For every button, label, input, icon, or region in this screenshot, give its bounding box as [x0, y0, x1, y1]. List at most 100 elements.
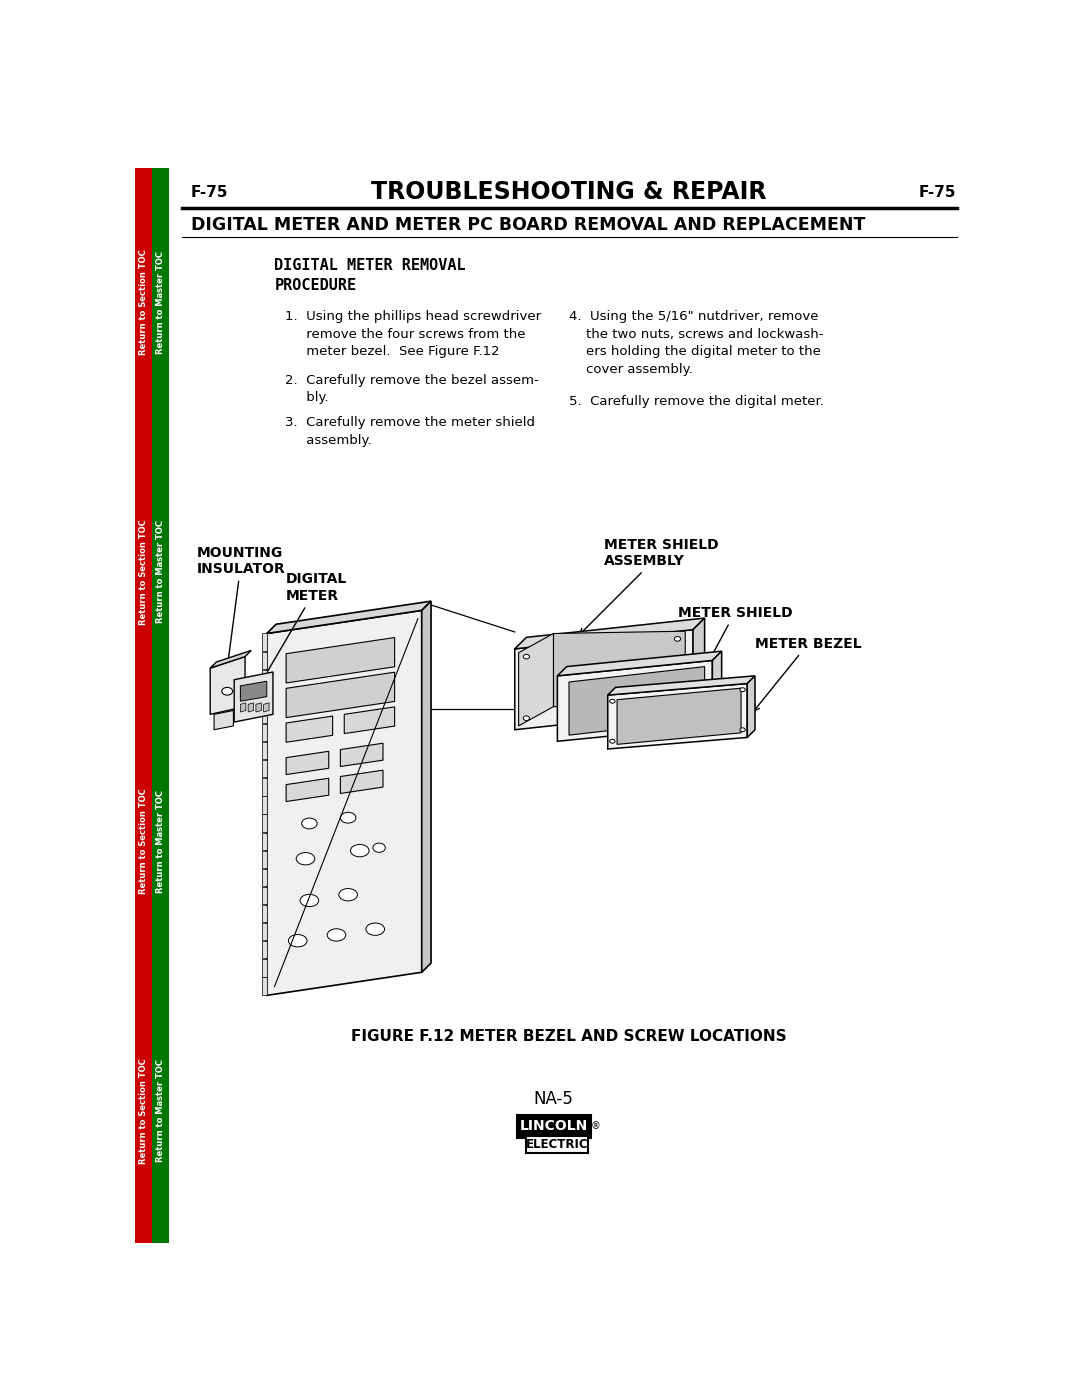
- Ellipse shape: [327, 929, 346, 942]
- Polygon shape: [234, 672, 273, 722]
- Text: 5.  Carefully remove the digital meter.: 5. Carefully remove the digital meter.: [569, 395, 824, 408]
- Ellipse shape: [350, 844, 369, 856]
- Ellipse shape: [340, 812, 356, 823]
- Polygon shape: [262, 887, 267, 904]
- Polygon shape: [211, 657, 245, 714]
- Polygon shape: [241, 682, 267, 701]
- Polygon shape: [569, 666, 704, 735]
- Text: METER BEZEL: METER BEZEL: [754, 637, 862, 711]
- Ellipse shape: [288, 935, 307, 947]
- Ellipse shape: [339, 888, 357, 901]
- Polygon shape: [557, 651, 721, 676]
- Ellipse shape: [221, 687, 232, 696]
- Polygon shape: [345, 707, 394, 733]
- Polygon shape: [515, 617, 704, 648]
- Polygon shape: [515, 630, 693, 729]
- Polygon shape: [693, 617, 704, 711]
- Polygon shape: [262, 705, 267, 724]
- Polygon shape: [262, 687, 267, 705]
- Text: LINCOLN: LINCOLN: [519, 1119, 588, 1133]
- Bar: [152, 168, 170, 1243]
- Text: MOUNTING
INSULATOR: MOUNTING INSULATOR: [197, 546, 286, 675]
- Polygon shape: [256, 703, 261, 712]
- Text: Return to Master TOC: Return to Master TOC: [157, 251, 165, 353]
- Polygon shape: [262, 905, 267, 922]
- Polygon shape: [422, 601, 431, 972]
- Text: DIGITAL METER AND METER PC BOARD REMOVAL AND REPLACEMENT: DIGITAL METER AND METER PC BOARD REMOVAL…: [191, 217, 865, 235]
- Text: 4.  Using the 5/16" nutdriver, remove
    the two nuts, screws and lockwash-
   : 4. Using the 5/16" nutdriver, remove the…: [569, 310, 824, 376]
- Text: 2.  Carefully remove the bezel assem-
     bly.: 2. Carefully remove the bezel assem- bly…: [284, 374, 538, 405]
- Polygon shape: [340, 743, 383, 767]
- Text: NA-5: NA-5: [534, 1090, 573, 1108]
- Polygon shape: [262, 778, 267, 795]
- Polygon shape: [241, 703, 246, 712]
- Ellipse shape: [300, 894, 319, 907]
- Polygon shape: [262, 833, 267, 849]
- Bar: [135, 168, 152, 1243]
- Polygon shape: [286, 672, 394, 718]
- Polygon shape: [747, 676, 755, 738]
- Ellipse shape: [610, 739, 616, 743]
- Polygon shape: [262, 724, 267, 742]
- Polygon shape: [518, 633, 554, 726]
- Text: TROUBLESHOOTING & REPAIR: TROUBLESHOOTING & REPAIR: [372, 180, 767, 204]
- Ellipse shape: [524, 715, 529, 721]
- Polygon shape: [264, 703, 269, 712]
- Text: 1.  Using the phillips head screwdriver
     remove the four screws from the
   : 1. Using the phillips head screwdriver r…: [284, 310, 541, 358]
- Polygon shape: [262, 942, 267, 958]
- Text: 3.  Carefully remove the meter shield
     assembly.: 3. Carefully remove the meter shield ass…: [284, 416, 535, 447]
- Polygon shape: [557, 661, 713, 742]
- Ellipse shape: [740, 687, 745, 692]
- Polygon shape: [214, 711, 233, 729]
- Text: DIGITAL METER REMOVAL
PROCEDURE: DIGITAL METER REMOVAL PROCEDURE: [274, 258, 467, 293]
- Polygon shape: [340, 770, 383, 793]
- Polygon shape: [211, 651, 252, 668]
- Ellipse shape: [373, 844, 386, 852]
- Polygon shape: [267, 601, 431, 633]
- Text: Return to Section TOC: Return to Section TOC: [139, 1058, 148, 1164]
- Polygon shape: [713, 651, 721, 726]
- Text: F-75: F-75: [919, 184, 957, 200]
- Text: Return to Section TOC: Return to Section TOC: [139, 520, 148, 624]
- Text: Return to Master TOC: Return to Master TOC: [157, 789, 165, 893]
- Ellipse shape: [610, 700, 616, 703]
- Ellipse shape: [740, 728, 745, 732]
- Ellipse shape: [301, 819, 318, 828]
- Text: ELECTRIC: ELECTRIC: [526, 1139, 589, 1151]
- Polygon shape: [267, 610, 422, 996]
- Polygon shape: [262, 869, 267, 886]
- Polygon shape: [608, 676, 755, 696]
- Polygon shape: [248, 703, 254, 712]
- Text: METER SHIELD
ASSEMBLY: METER SHIELD ASSEMBLY: [580, 538, 718, 634]
- Text: F-75: F-75: [191, 184, 228, 200]
- Polygon shape: [262, 851, 267, 868]
- Polygon shape: [262, 960, 267, 977]
- Polygon shape: [262, 669, 267, 687]
- Polygon shape: [262, 923, 267, 940]
- Polygon shape: [262, 633, 267, 651]
- Polygon shape: [262, 760, 267, 778]
- Polygon shape: [262, 814, 267, 831]
- Text: Return to Master TOC: Return to Master TOC: [157, 1059, 165, 1162]
- Polygon shape: [262, 978, 267, 995]
- Text: Return to Section TOC: Return to Section TOC: [139, 250, 148, 355]
- Bar: [517, 1115, 591, 1137]
- Text: FIGURE F.12 METER BEZEL AND SCREW LOCATIONS: FIGURE F.12 METER BEZEL AND SCREW LOCATI…: [351, 1028, 787, 1044]
- Ellipse shape: [296, 852, 314, 865]
- Text: Return to Master TOC: Return to Master TOC: [157, 521, 165, 623]
- Text: METER SHIELD: METER SHIELD: [677, 606, 792, 680]
- Polygon shape: [262, 651, 267, 669]
- Polygon shape: [286, 717, 333, 742]
- Text: Return to Section TOC: Return to Section TOC: [139, 788, 148, 894]
- Polygon shape: [286, 778, 328, 802]
- Polygon shape: [554, 631, 685, 708]
- Ellipse shape: [524, 654, 529, 659]
- Text: DIGITAL
METER: DIGITAL METER: [256, 573, 348, 692]
- Text: ®: ®: [591, 1122, 600, 1132]
- Polygon shape: [608, 683, 747, 749]
- Bar: [526, 1136, 589, 1154]
- Polygon shape: [262, 742, 267, 760]
- Ellipse shape: [366, 923, 384, 936]
- Ellipse shape: [674, 637, 680, 641]
- Polygon shape: [617, 689, 741, 745]
